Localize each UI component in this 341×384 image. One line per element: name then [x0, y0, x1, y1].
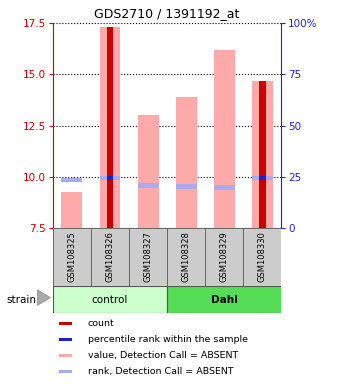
- Bar: [137, 183, 159, 188]
- Bar: [61, 192, 83, 228]
- Bar: [59, 370, 73, 374]
- Bar: [59, 338, 73, 341]
- Bar: [214, 185, 235, 190]
- Bar: [106, 176, 114, 180]
- Bar: [259, 81, 266, 228]
- Text: Dahl: Dahl: [211, 295, 238, 305]
- Text: control: control: [92, 295, 128, 305]
- Bar: [100, 27, 120, 228]
- Bar: [61, 178, 83, 182]
- Bar: [53, 228, 91, 286]
- Title: GDS2710 / 1391192_at: GDS2710 / 1391192_at: [94, 7, 240, 20]
- Text: value, Detection Call = ABSENT: value, Detection Call = ABSENT: [88, 351, 238, 360]
- Polygon shape: [38, 290, 50, 305]
- Bar: [91, 228, 129, 286]
- Bar: [176, 97, 197, 228]
- Bar: [137, 116, 159, 228]
- Bar: [129, 228, 167, 286]
- Bar: [167, 286, 281, 313]
- Text: GSM108330: GSM108330: [258, 231, 267, 281]
- Bar: [167, 228, 205, 286]
- Bar: [252, 81, 273, 228]
- Bar: [176, 184, 197, 189]
- Bar: [59, 354, 73, 357]
- Bar: [53, 286, 167, 313]
- Text: GSM108327: GSM108327: [144, 231, 152, 281]
- Bar: [205, 228, 243, 286]
- Text: GSM108326: GSM108326: [105, 231, 115, 281]
- Bar: [252, 176, 273, 180]
- Text: percentile rank within the sample: percentile rank within the sample: [88, 335, 248, 344]
- Text: count: count: [88, 319, 115, 328]
- Bar: [259, 176, 266, 180]
- Bar: [214, 50, 235, 228]
- Bar: [59, 322, 73, 325]
- Text: rank, Detection Call = ABSENT: rank, Detection Call = ABSENT: [88, 367, 234, 376]
- Bar: [106, 27, 114, 228]
- Bar: [243, 228, 281, 286]
- Text: GSM108328: GSM108328: [182, 231, 191, 281]
- Text: strain: strain: [7, 295, 37, 305]
- Text: GSM108329: GSM108329: [220, 231, 229, 281]
- Text: GSM108325: GSM108325: [68, 231, 76, 281]
- Bar: [100, 176, 120, 180]
